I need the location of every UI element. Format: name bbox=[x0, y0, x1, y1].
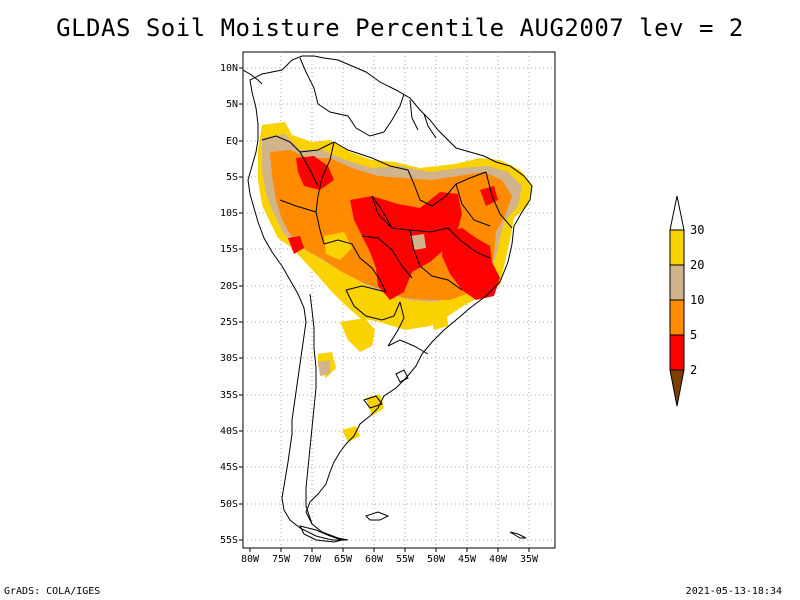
lon-ticks bbox=[249, 548, 530, 552]
lon-label: 50W bbox=[427, 554, 446, 565]
lat-label: 20S bbox=[220, 281, 238, 292]
shade-yellow-south4 bbox=[366, 394, 384, 416]
border-suriname-guiana bbox=[423, 113, 437, 139]
legend-label: 20 bbox=[690, 258, 704, 272]
map-outlines bbox=[243, 55, 533, 543]
lon-label: 60W bbox=[365, 554, 384, 565]
shade-yellow-south3 bbox=[342, 426, 360, 442]
lat-label: 15S bbox=[220, 244, 238, 255]
lon-label: 35W bbox=[520, 554, 539, 565]
shade-red-west bbox=[288, 236, 304, 254]
river-plata bbox=[363, 395, 383, 409]
border-colombia-venezuela bbox=[299, 57, 385, 137]
map-title: GLDAS Soil Moisture Percentile AUG2007 l… bbox=[56, 14, 744, 42]
lat-label: 35S bbox=[220, 390, 238, 401]
border-brazil-uruguay bbox=[387, 339, 429, 355]
shade-red-central bbox=[350, 192, 462, 300]
border-brazil-argentina bbox=[387, 301, 405, 347]
border-argentina-chile bbox=[305, 293, 317, 525]
lat-labels: 10N 5N EQ 5S 10S 15S 20S 25S 30S 35S 40S… bbox=[220, 63, 238, 546]
lat-label: 50S bbox=[220, 499, 238, 510]
lat-label: 10S bbox=[220, 208, 238, 219]
lat-label: 5N bbox=[226, 99, 238, 110]
border-bolivia-paraguay bbox=[345, 285, 387, 293]
shade-red-east bbox=[442, 228, 500, 300]
coastline-south-america bbox=[247, 55, 533, 541]
legend-band-10-20 bbox=[669, 264, 685, 301]
legend-arrow-top bbox=[669, 195, 685, 231]
border-brazil-bolivia bbox=[323, 239, 387, 293]
border-venezuela-guyana bbox=[383, 93, 405, 133]
island-tierra-del-fuego bbox=[299, 525, 344, 543]
shade-red-ne bbox=[480, 186, 498, 206]
lat-label: 10N bbox=[220, 63, 238, 74]
lon-label: 55W bbox=[396, 554, 415, 565]
shade-hole2 bbox=[410, 234, 426, 250]
lat-label: 5S bbox=[226, 172, 238, 183]
border-peru-brazil bbox=[315, 141, 335, 245]
lat-label: 45S bbox=[220, 462, 238, 473]
legend-arrow-bottom bbox=[669, 369, 685, 407]
shade-yellow-south1 bbox=[340, 318, 375, 352]
lat-label: 55S bbox=[220, 535, 238, 546]
island-south-georgia bbox=[509, 531, 527, 539]
lon-label: 40W bbox=[489, 554, 508, 565]
lake-patos bbox=[395, 369, 409, 383]
shade-hole1 bbox=[324, 232, 352, 260]
lon-label: 80W bbox=[241, 554, 260, 565]
shading-layer bbox=[258, 122, 532, 442]
legend-band-20-30 bbox=[669, 229, 685, 266]
legend-label: 30 bbox=[690, 223, 704, 237]
border-paraguay-argentina bbox=[345, 289, 401, 321]
lat-label: 30S bbox=[220, 353, 238, 364]
legend-label: 10 bbox=[690, 293, 704, 307]
lon-labels: 80W 75W 70W 65W 60W 55W 50W 45W 40W 35W bbox=[241, 554, 539, 565]
island-falklands bbox=[365, 511, 390, 521]
legend-label: 2 bbox=[690, 363, 697, 377]
lon-label: 65W bbox=[334, 554, 353, 565]
lat-label: EQ bbox=[226, 136, 238, 147]
footer-credit: GrADS: COLA/IGES bbox=[4, 586, 101, 597]
footer-timestamp: 2021-05-13-18:34 bbox=[685, 586, 782, 597]
shade-tan-patch bbox=[318, 360, 330, 376]
legend-band-5-10 bbox=[669, 299, 685, 336]
legend-label: 5 bbox=[690, 328, 697, 342]
legend-band-2-5 bbox=[669, 334, 685, 371]
shade-red-north bbox=[296, 156, 334, 190]
border-guyana-suriname bbox=[409, 99, 419, 131]
shade-yellow-south5 bbox=[430, 306, 448, 330]
lat-label: 25S bbox=[220, 317, 238, 328]
lat-label: 40S bbox=[220, 426, 238, 437]
coastline-central-america bbox=[243, 69, 263, 85]
lon-label: 70W bbox=[303, 554, 322, 565]
color-legend: 30 20 10 5 2 bbox=[669, 195, 704, 407]
lon-label: 75W bbox=[272, 554, 291, 565]
lon-label: 45W bbox=[458, 554, 477, 565]
state-lines bbox=[279, 141, 513, 291]
lat-ticks bbox=[239, 67, 243, 541]
border-colombia-peru bbox=[261, 135, 335, 153]
